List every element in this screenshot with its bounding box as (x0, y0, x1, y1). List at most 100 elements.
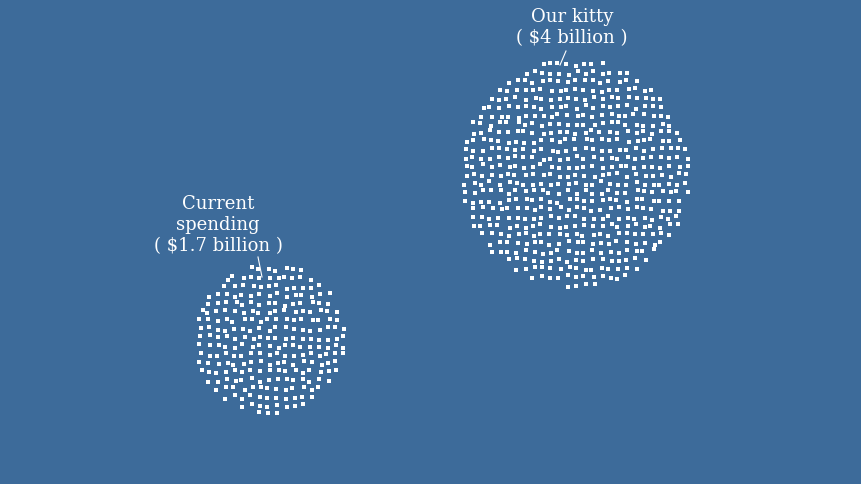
Point (609, 87, 623, 95)
Point (559, 258, 573, 266)
Point (499, 205, 513, 213)
Point (482, 242, 496, 249)
Point (253, 367, 267, 375)
Point (212, 360, 226, 368)
Point (655, 138, 669, 146)
Point (567, 131, 581, 139)
Point (577, 205, 591, 212)
Point (586, 274, 600, 282)
Point (527, 249, 541, 257)
Point (458, 189, 472, 197)
Point (604, 164, 617, 171)
Point (575, 164, 589, 171)
Point (569, 165, 583, 172)
Point (305, 393, 319, 401)
Point (278, 387, 292, 394)
Point (193, 333, 207, 341)
Point (220, 290, 233, 298)
Point (313, 291, 326, 299)
Point (525, 171, 539, 179)
Point (220, 376, 233, 383)
Point (576, 122, 590, 130)
Point (619, 102, 633, 110)
Point (661, 123, 675, 131)
Point (218, 343, 232, 351)
Point (491, 97, 505, 105)
Point (280, 316, 294, 324)
Point (644, 154, 658, 162)
Point (594, 178, 608, 186)
Point (492, 87, 506, 95)
Point (285, 266, 299, 273)
Point (475, 148, 489, 156)
Point (517, 121, 531, 129)
Point (527, 104, 541, 111)
Point (226, 361, 239, 369)
Point (594, 111, 608, 119)
Point (518, 103, 532, 111)
Point (543, 97, 557, 105)
Point (220, 360, 234, 368)
Point (534, 239, 548, 246)
Point (460, 139, 474, 147)
Point (595, 155, 609, 163)
Point (253, 403, 267, 410)
Point (604, 94, 618, 102)
Point (561, 187, 574, 195)
Point (661, 163, 675, 171)
Point (263, 361, 276, 369)
Point (485, 171, 499, 179)
Point (270, 359, 284, 367)
Point (577, 173, 591, 181)
Point (551, 191, 565, 198)
Point (202, 341, 216, 349)
Point (629, 204, 643, 212)
Point (653, 165, 666, 172)
Point (251, 309, 264, 317)
Point (492, 161, 506, 169)
Point (475, 204, 489, 212)
Point (253, 333, 267, 341)
Point (328, 366, 342, 374)
Point (272, 345, 286, 352)
Point (628, 230, 641, 238)
Point (550, 199, 564, 207)
Point (503, 164, 517, 172)
Point (456, 182, 470, 190)
Point (620, 214, 634, 222)
Point (611, 257, 625, 265)
Point (629, 144, 642, 152)
Point (490, 221, 504, 229)
Point (653, 154, 666, 162)
Point (285, 384, 299, 392)
Point (269, 394, 282, 402)
Point (569, 63, 583, 71)
Point (602, 181, 616, 188)
Point (320, 336, 334, 344)
Point (235, 395, 249, 403)
Point (211, 318, 225, 325)
Point (467, 131, 480, 138)
Point (593, 240, 607, 247)
Point (312, 336, 325, 344)
Point (519, 205, 533, 212)
Point (553, 173, 567, 181)
Point (525, 120, 539, 128)
Point (661, 198, 675, 206)
Point (653, 171, 667, 179)
Point (611, 230, 625, 238)
Point (525, 130, 539, 137)
Point (593, 250, 607, 257)
Point (610, 190, 623, 198)
Point (508, 94, 522, 102)
Point (628, 156, 641, 164)
Point (302, 327, 316, 335)
Point (310, 384, 324, 392)
Point (561, 72, 575, 80)
Point (336, 345, 350, 352)
Point (465, 164, 479, 172)
Point (195, 366, 208, 374)
Point (672, 170, 685, 178)
Point (468, 180, 481, 187)
Point (543, 130, 557, 137)
